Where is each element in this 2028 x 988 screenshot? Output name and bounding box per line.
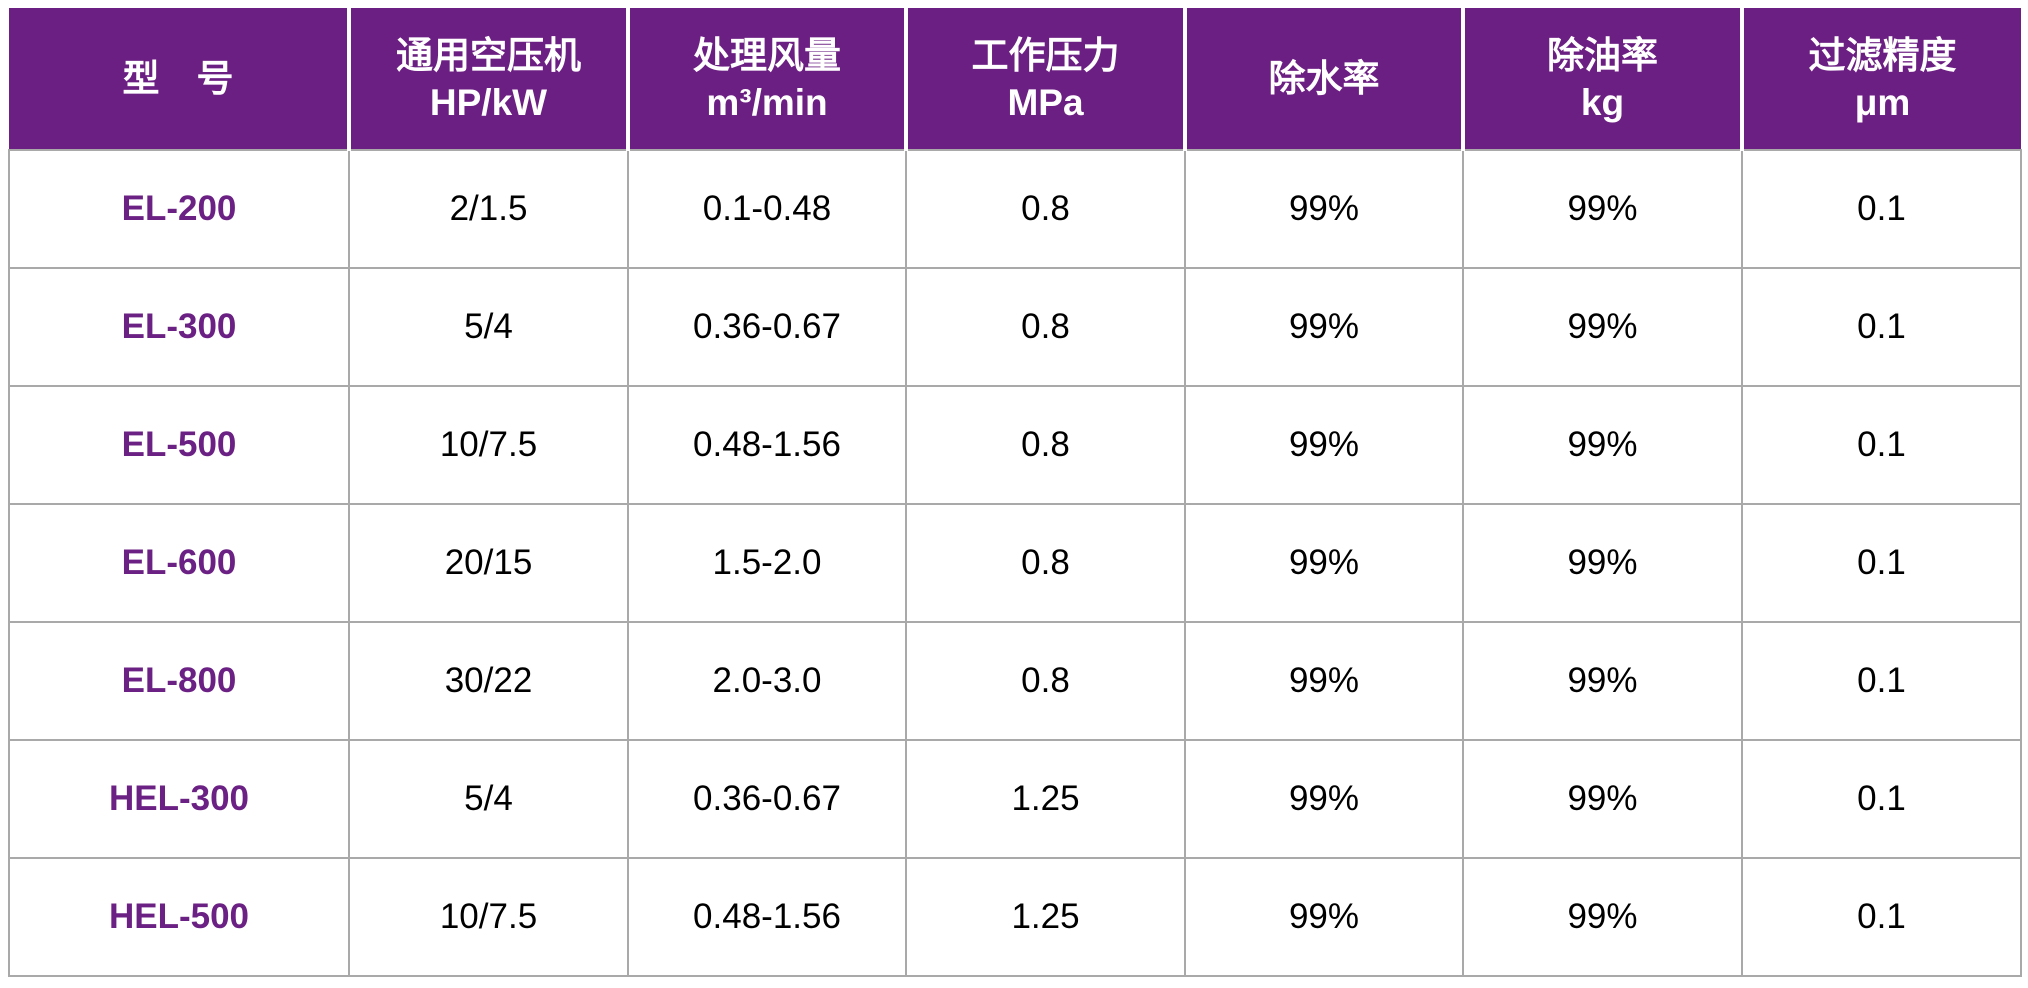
data-cell: 0.1 — [1741, 739, 2022, 859]
data-cell: 0.1 — [1741, 857, 2022, 977]
data-cell: 99% — [1462, 385, 1743, 505]
spec-table-container: 型 号 通用空压机 HP/kW 处理风量 m³/min 工作压力 MPa — [8, 8, 2022, 977]
data-cell: 99% — [1184, 503, 1464, 623]
model-cell: EL-600 — [8, 503, 350, 623]
data-cell: 0.36-0.67 — [627, 739, 907, 859]
data-cell: 0.1 — [1741, 149, 2022, 269]
data-cell: 1.25 — [905, 857, 1186, 977]
model-cell: EL-800 — [8, 621, 350, 741]
data-cell: 10/7.5 — [348, 857, 629, 977]
table-row: EL-500 10/7.5 0.48-1.56 0.8 99% 99% 0.1 — [8, 385, 2022, 505]
header-label: 处理风量 — [693, 34, 841, 76]
data-cell: 99% — [1184, 857, 1464, 977]
header-unit: HP/kW — [429, 81, 548, 123]
model-cell: EL-500 — [8, 385, 350, 505]
table-row: EL-600 20/15 1.5-2.0 0.8 99% 99% 0.1 — [8, 503, 2022, 623]
header-cell-airflow: 处理风量 m³/min — [628, 8, 908, 150]
model-cell: HEL-300 — [8, 739, 350, 859]
header-label: 型 号 — [122, 58, 234, 99]
header-cell-pressure: 工作压力 MPa — [906, 8, 1187, 150]
table-row: EL-300 5/4 0.36-0.67 0.8 99% 99% 0.1 — [8, 267, 2022, 387]
header-label: 过滤精度 — [1808, 34, 1957, 76]
header-label: 工作压力 — [971, 34, 1120, 76]
data-cell: 0.1 — [1741, 385, 2022, 505]
data-cell: 2.0-3.0 — [627, 621, 907, 741]
spec-table: 型 号 通用空压机 HP/kW 处理风量 m³/min 工作压力 MPa — [8, 8, 2022, 977]
data-cell: 0.8 — [905, 267, 1186, 387]
data-cell: 0.1 — [1741, 503, 2022, 623]
data-cell: 5/4 — [348, 739, 629, 859]
data-cell: 99% — [1184, 621, 1464, 741]
data-cell: 30/22 — [348, 621, 629, 741]
data-cell: 0.1 — [1741, 621, 2022, 741]
data-cell: 99% — [1462, 857, 1743, 977]
data-cell: 0.48-1.56 — [627, 385, 907, 505]
header-cell-oil-removal: 除油率 kg — [1463, 8, 1744, 150]
header-label: 通用空压机 — [396, 34, 581, 76]
header-unit: μm — [1854, 81, 1911, 123]
header-cell-model: 型 号 — [9, 8, 351, 150]
table-row: HEL-500 10/7.5 0.48-1.56 1.25 99% 99% 0.… — [8, 857, 2022, 977]
data-cell: 99% — [1184, 385, 1464, 505]
table-row: EL-800 30/22 2.0-3.0 0.8 99% 99% 0.1 — [8, 621, 2022, 741]
data-cell: 1.25 — [905, 739, 1186, 859]
model-cell: HEL-500 — [8, 857, 350, 977]
model-cell: EL-200 — [8, 149, 350, 269]
data-cell: 0.8 — [905, 385, 1186, 505]
model-cell: EL-300 — [8, 267, 350, 387]
data-cell: 1.5-2.0 — [627, 503, 907, 623]
data-cell: 99% — [1462, 149, 1743, 269]
header-unit: m³/min — [706, 81, 828, 123]
data-cell: 99% — [1184, 149, 1464, 269]
data-cell: 0.8 — [905, 621, 1186, 741]
data-cell: 2/1.5 — [348, 149, 629, 269]
header-cell-water-removal: 除水率 — [1185, 8, 1465, 150]
header-unit: kg — [1580, 81, 1625, 123]
header-row: 型 号 通用空压机 HP/kW 处理风量 m³/min 工作压力 MPa — [9, 8, 2021, 150]
header-label: 除水率 — [1268, 58, 1380, 99]
data-cell: 99% — [1184, 267, 1464, 387]
header-label: 除油率 — [1547, 34, 1658, 76]
data-cell: 10/7.5 — [348, 385, 629, 505]
data-cell: 0.8 — [905, 503, 1186, 623]
data-cell: 99% — [1184, 739, 1464, 859]
data-cell: 0.1-0.48 — [627, 149, 907, 269]
data-cell: 99% — [1462, 621, 1743, 741]
data-cell: 99% — [1462, 267, 1743, 387]
header-cell-filtration: 过滤精度 μm — [1742, 8, 2021, 150]
data-cell: 99% — [1462, 739, 1743, 859]
data-cell: 0.1 — [1741, 267, 2022, 387]
data-cell: 99% — [1462, 503, 1743, 623]
data-cell: 0.48-1.56 — [627, 857, 907, 977]
data-cell: 0.8 — [905, 149, 1186, 269]
data-cell: 20/15 — [348, 503, 629, 623]
header-unit: MPa — [1007, 81, 1084, 123]
table-row: HEL-300 5/4 0.36-0.67 1.25 99% 99% 0.1 — [8, 739, 2022, 859]
data-cell: 0.36-0.67 — [627, 267, 907, 387]
table-row: EL-200 2/1.5 0.1-0.48 0.8 99% 99% 0.1 — [8, 149, 2022, 269]
data-cell: 5/4 — [348, 267, 629, 387]
header-cell-compressor: 通用空压机 HP/kW — [349, 8, 630, 150]
